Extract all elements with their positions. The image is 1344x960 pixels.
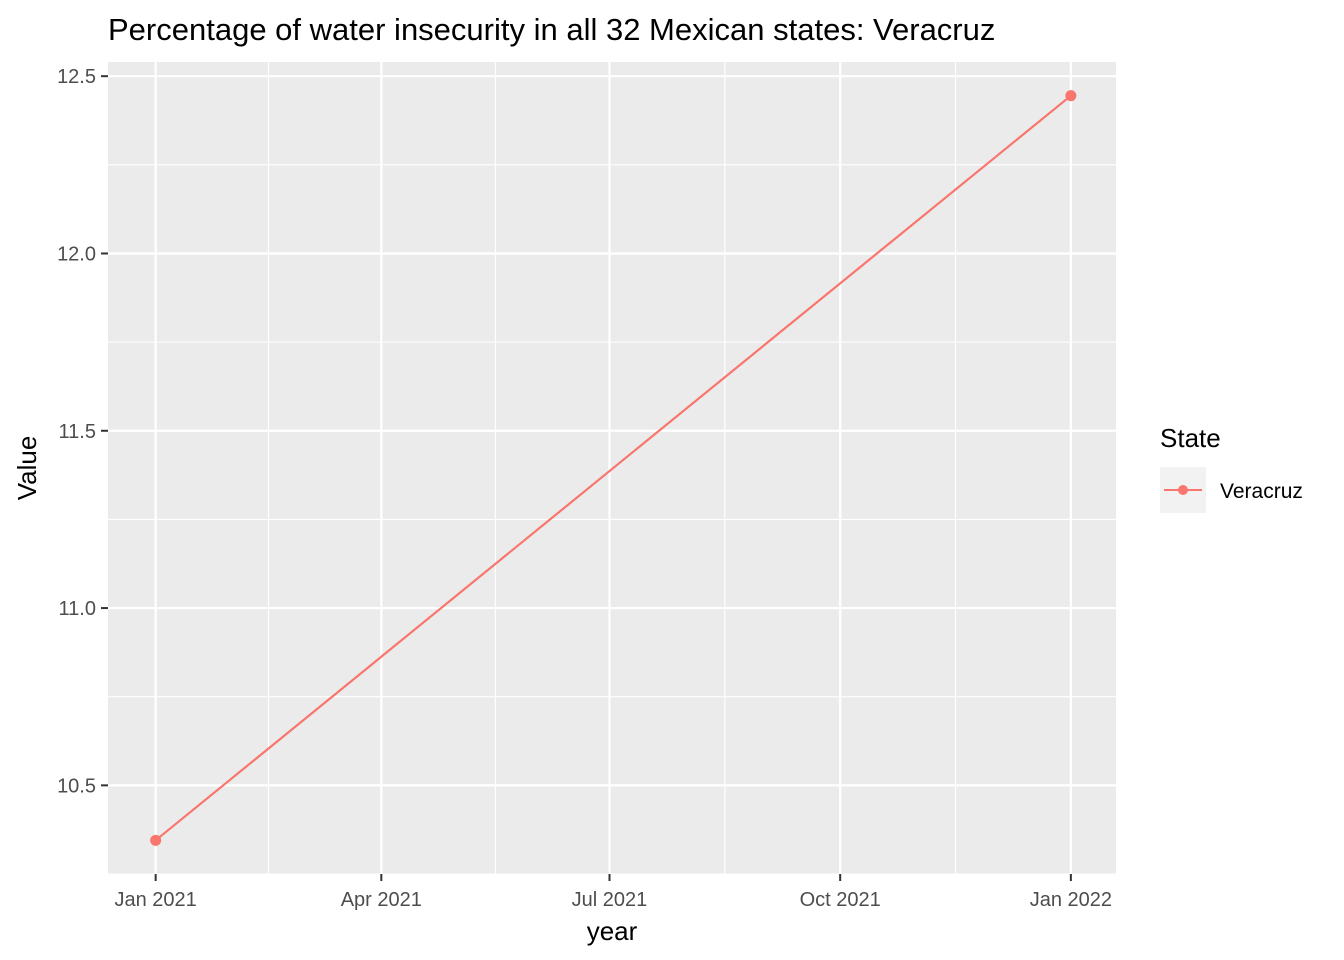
series-line-veracruz	[154, 94, 1072, 842]
data-point	[1065, 90, 1077, 102]
x-tick-label: Oct 2021	[800, 889, 881, 911]
y-tick-label: 12.5	[57, 66, 96, 88]
legend-title: State	[1160, 423, 1221, 453]
x-tick-label: Jan 2021	[114, 889, 196, 911]
axis-ticks	[101, 75, 1072, 881]
y-tick-label: 11.5	[59, 421, 96, 443]
y-tick-label: 12.0	[57, 243, 96, 265]
series-layer	[150, 90, 1077, 846]
axis-tick-labels: Jan 2021 Apr 2021 Jul 2021 Oct 2021 Jan 2022…	[57, 66, 1112, 911]
legend-key-point	[1178, 485, 1188, 495]
y-axis-title: Value	[12, 436, 42, 501]
legend: State Veracruz	[1160, 423, 1303, 513]
y-tick-label: 11.0	[59, 598, 96, 620]
y-tick-label: 10.5	[57, 775, 96, 797]
legend-label-veracruz: Veracruz	[1220, 480, 1303, 503]
x-tick-label: Jan 2022	[1030, 889, 1112, 911]
minor-gridlines	[108, 62, 1116, 875]
data-point	[150, 834, 162, 846]
x-tick-label: Jul 2021	[572, 889, 648, 911]
x-tick-label: Apr 2021	[341, 889, 422, 911]
major-gridlines	[108, 62, 1116, 874]
x-axis-title: year	[587, 916, 638, 946]
chart-title: Percentage of water insecurity in all 32…	[108, 12, 995, 47]
